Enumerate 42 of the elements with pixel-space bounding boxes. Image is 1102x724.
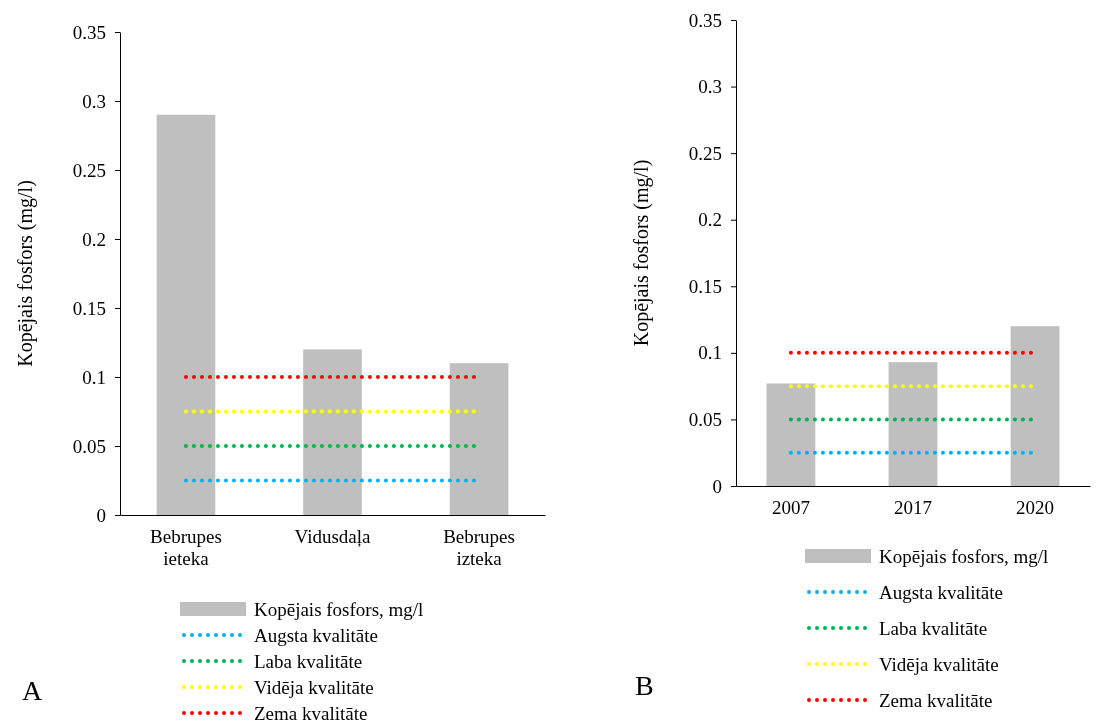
x-tick-label: 2007 <box>771 496 810 518</box>
y-tick-label: 0.25 <box>72 159 106 181</box>
y-axis-title: Kopējais fosfors (mg/l) <box>630 159 653 347</box>
y-tick-label: 0.3 <box>698 76 722 98</box>
y-axis-title: Kopējais fosfors (mg/l) <box>14 180 37 367</box>
legend-label: Augsta kvalitāte <box>879 581 1003 603</box>
legend-label: Kopējais fosfors, mg/l <box>879 545 1049 567</box>
text: B <box>635 670 654 701</box>
text: A <box>22 675 43 706</box>
legend-label: Zema kvalitāte <box>879 689 993 711</box>
legend-label: Vidēja kvalitāte <box>254 676 374 698</box>
y-tick-label: 0.2 <box>82 228 106 250</box>
y-tick-label: 0.15 <box>688 275 722 297</box>
y-tick-label: 0.15 <box>72 297 106 319</box>
legend-label: Laba kvalitāte <box>879 617 988 639</box>
x-tick-label: 2020 <box>1016 496 1055 518</box>
x-tick-label: 2017 <box>894 496 932 518</box>
bar <box>449 363 509 515</box>
legend-label: Zema kvalitāte <box>254 702 368 724</box>
y-tick-label: 0.05 <box>688 409 722 431</box>
legend-label: Kopējais fosfors, mg/l <box>254 598 424 620</box>
y-tick-label: 0 <box>712 475 722 497</box>
bar <box>156 114 216 515</box>
y-tick-label: 0.05 <box>72 435 106 457</box>
x-tick-label: Bebrupes izteka <box>443 525 515 569</box>
x-tick-label: Bebrupes ieteka <box>150 525 222 569</box>
legend-label: Augsta kvalitāte <box>254 624 378 646</box>
legend-label: Laba kvalitāte <box>254 650 363 672</box>
y-tick-label: 0.3 <box>82 90 106 112</box>
x-tick-label: Vidusdaļa <box>294 525 372 547</box>
y-tick-label: 0.25 <box>688 142 722 164</box>
legend-label: Vidēja kvalitāte <box>879 653 999 675</box>
y-tick-label: 0.1 <box>82 366 106 388</box>
bar <box>888 362 938 486</box>
y-tick-label: 0.1 <box>698 342 722 364</box>
y-tick-label: 0.35 <box>72 21 106 43</box>
y-tick-label: 0 <box>96 504 106 526</box>
bar <box>1010 326 1060 486</box>
y-tick-label: 0.35 <box>688 9 722 31</box>
bar <box>766 383 816 486</box>
y-tick-label: 0.2 <box>698 209 722 231</box>
bar <box>303 349 362 515</box>
